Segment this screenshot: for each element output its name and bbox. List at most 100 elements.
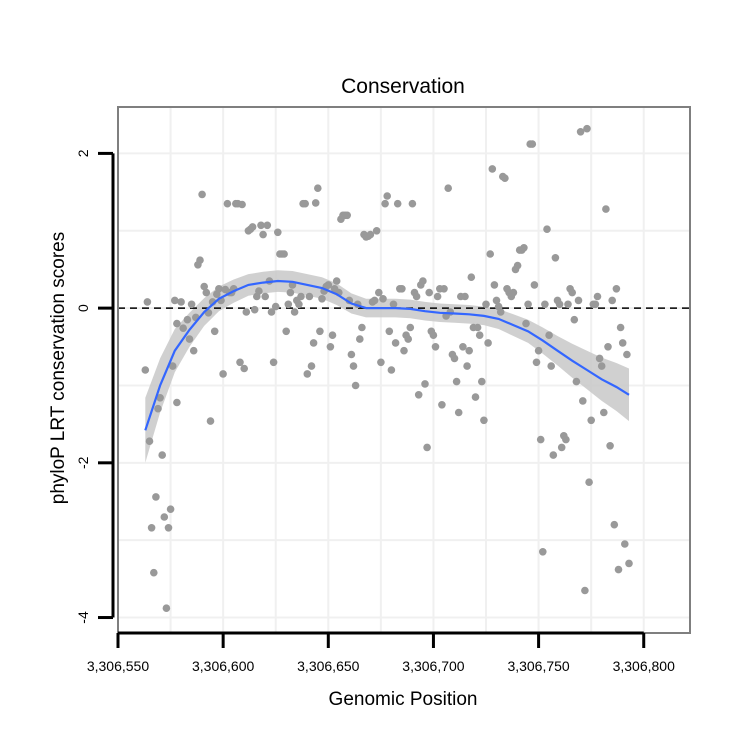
data-point (536, 435, 545, 444)
data-point (473, 323, 482, 332)
data-point (440, 285, 448, 293)
data-point (509, 288, 518, 297)
data-point (532, 358, 541, 367)
data-point (438, 401, 446, 409)
data-point (248, 223, 257, 231)
data-point (530, 281, 539, 289)
data-point (501, 174, 509, 182)
data-point (478, 377, 486, 386)
data-point (158, 451, 166, 459)
data-point (261, 292, 270, 301)
data-point (490, 281, 499, 289)
data-point (421, 380, 429, 388)
data-point (284, 300, 293, 309)
data-point (171, 296, 179, 305)
data-point (238, 200, 246, 209)
data-point (351, 381, 360, 390)
x-tick-label: 3,306,550 (87, 658, 149, 674)
data-point (400, 346, 408, 355)
data-point (301, 199, 310, 208)
data-point (370, 296, 379, 305)
data-point (557, 443, 566, 452)
data-point (383, 192, 392, 200)
data-point (488, 165, 497, 173)
data-point (206, 417, 215, 425)
plot-panel (117, 106, 691, 634)
data-point (143, 298, 152, 306)
data-point (311, 199, 320, 207)
data-point (160, 513, 169, 521)
data-point (381, 199, 389, 208)
data-point (541, 300, 549, 309)
x-tick-label: 3,306,800 (613, 658, 675, 674)
data-point (621, 540, 629, 548)
data-point (419, 277, 427, 285)
data-point (389, 300, 398, 309)
data-point (574, 296, 583, 305)
data-point (318, 295, 326, 303)
data-point (604, 343, 612, 351)
data-point (486, 250, 495, 258)
data-point (602, 205, 610, 213)
data-point (583, 124, 591, 133)
data-point (454, 408, 463, 417)
data-point (444, 184, 453, 192)
data-point (549, 451, 558, 459)
data-point (414, 391, 423, 399)
data-point (150, 568, 158, 577)
data-point (324, 281, 333, 289)
data-point (187, 300, 196, 309)
data-point (154, 404, 162, 413)
data-point (145, 437, 154, 446)
data-point (356, 335, 364, 343)
data-point (343, 211, 352, 220)
data-point (358, 323, 366, 332)
data-point (242, 308, 251, 316)
data-point (398, 285, 406, 293)
data-point (183, 315, 192, 324)
data-point (522, 319, 530, 328)
data-point (576, 128, 585, 136)
data-point (480, 416, 488, 425)
x-tick-label: 3,306,750 (507, 658, 569, 674)
data-point (543, 225, 551, 233)
data-point (431, 343, 440, 351)
x-tick-label: 3,306,600 (192, 658, 254, 674)
data-point (179, 324, 187, 333)
data-point (280, 250, 288, 258)
data-point (467, 273, 476, 282)
data-point (147, 524, 156, 532)
data-point (305, 292, 314, 301)
data-point (263, 221, 272, 230)
data-point (173, 319, 181, 328)
data-point (185, 335, 194, 343)
data-point (141, 366, 150, 374)
data-point (429, 331, 438, 340)
data-point (309, 339, 318, 347)
data-point (614, 565, 623, 574)
data-point (539, 548, 547, 556)
data-point (297, 292, 305, 301)
data-point (202, 288, 211, 297)
data-point (475, 331, 484, 340)
data-point (406, 323, 415, 332)
data-point (547, 362, 555, 370)
data-point (152, 493, 160, 501)
data-point (545, 331, 553, 340)
data-point (461, 292, 469, 301)
data-point (240, 364, 248, 373)
data-point (528, 140, 537, 148)
data-point (250, 305, 259, 314)
data-point (189, 346, 198, 355)
data-point (496, 308, 505, 316)
data-point (326, 343, 335, 351)
data-point (408, 199, 417, 208)
data-point (366, 230, 375, 239)
data-point (459, 343, 467, 351)
data-point (579, 397, 587, 405)
data-point (572, 377, 581, 386)
data-point (316, 327, 324, 336)
data-point (450, 354, 459, 363)
